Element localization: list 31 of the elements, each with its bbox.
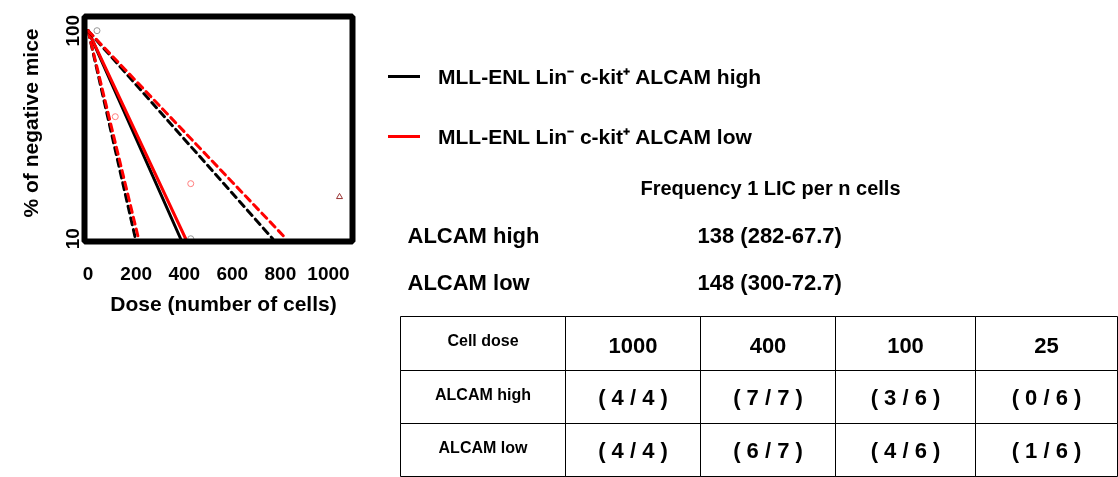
text: 138 (282-67.7): [697, 223, 842, 248]
text: ( 6 / 7 ): [733, 437, 803, 463]
y-axis-title: % of negative mice: [19, 28, 42, 218]
legend-label: MLL-ENL Lin⁻ c-kit⁺ ALCAM low: [438, 124, 752, 150]
x-axis-title: Dose (number of cells): [110, 292, 337, 315]
text: ( 4 / 4 ): [598, 384, 668, 410]
text: ( 7 / 7 ): [733, 384, 803, 410]
category-label: 100: [887, 333, 924, 358]
text: ( 4 / 4 ): [598, 437, 668, 463]
y-tick-label: 10: [62, 228, 83, 250]
text: ALCAM low: [407, 270, 531, 295]
x-tick-label: 400: [168, 263, 201, 284]
text: ALCAM high: [407, 223, 540, 248]
category-label: 1000: [608, 333, 658, 358]
x-tick-label: 1000: [307, 263, 350, 284]
category-label: 400: [749, 333, 787, 358]
text: Frequency 1 LIC per n cells: [640, 176, 901, 199]
x-tick-label: 200: [120, 263, 153, 284]
category-label: ALCAM high: [435, 385, 531, 403]
text: ( 1 / 6 ): [1011, 437, 1082, 463]
x-tick-label: 0: [82, 263, 94, 284]
x-tick-label: 800: [264, 263, 297, 284]
text: ( 4 / 6 ): [870, 437, 941, 463]
text: 148 (300-72.7): [697, 270, 842, 295]
legend-label: MLL-ENL Lin⁻ c-kit⁺ ALCAM high: [438, 64, 762, 90]
x-tick-label: 600: [216, 263, 249, 284]
category-label: ALCAM low: [438, 438, 528, 456]
text: Cell dose: [447, 332, 519, 349]
text: ( 3 / 6 ): [870, 384, 941, 410]
text: ( 0 / 6 ): [1011, 384, 1082, 410]
category-label: 25: [1034, 333, 1059, 358]
